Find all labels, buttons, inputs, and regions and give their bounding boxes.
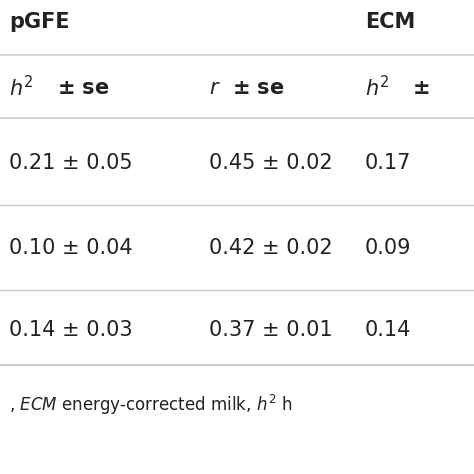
- Text: pGFE: pGFE: [9, 12, 70, 32]
- Text: $\mathit{h}^2$: $\mathit{h}^2$: [365, 75, 390, 100]
- Text: $\mathbf{\pm}$: $\mathbf{\pm}$: [412, 78, 430, 98]
- Text: 0.14 ± 0.03: 0.14 ± 0.03: [9, 320, 133, 340]
- Text: $\mathit{h}^2$: $\mathit{h}^2$: [9, 75, 34, 100]
- Text: 0.14: 0.14: [365, 320, 411, 340]
- Text: 0.17: 0.17: [365, 153, 411, 173]
- Text: 0.45 ± 0.02: 0.45 ± 0.02: [209, 153, 332, 173]
- Text: 0.10 ± 0.04: 0.10 ± 0.04: [9, 238, 133, 258]
- Text: 0.42 ± 0.02: 0.42 ± 0.02: [209, 238, 332, 258]
- Text: $\mathbf{\pm}$ se: $\mathbf{\pm}$ se: [57, 78, 109, 98]
- Text: 0.09: 0.09: [365, 238, 411, 258]
- Text: 0.37 ± 0.01: 0.37 ± 0.01: [209, 320, 332, 340]
- Text: $\mathbf{\pm}$ se: $\mathbf{\pm}$ se: [232, 78, 284, 98]
- Text: ECM: ECM: [365, 12, 415, 32]
- Text: $\mathit{r}$: $\mathit{r}$: [209, 78, 220, 98]
- Text: , $\mathit{ECM}$ energy-corrected milk, $\mathit{h}^2$ h: , $\mathit{ECM}$ energy-corrected milk, …: [9, 393, 293, 417]
- Text: 0.21 ± 0.05: 0.21 ± 0.05: [9, 153, 133, 173]
